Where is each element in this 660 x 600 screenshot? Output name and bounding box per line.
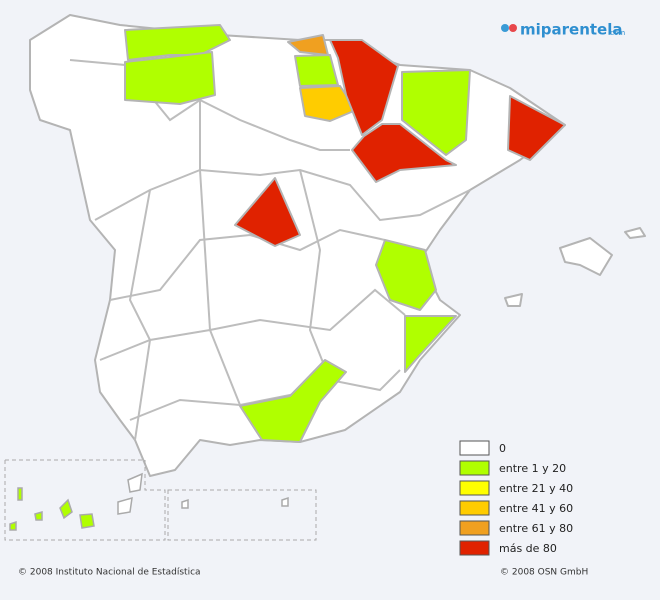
legend-label: entre 61 y 80: [499, 522, 573, 535]
province: [124, 51, 216, 105]
legend-label: entre 21 y 40: [499, 482, 573, 495]
province: [351, 123, 457, 183]
legend-label: entre 41 y 60: [499, 502, 573, 515]
province-border: [109, 228, 386, 301]
province-border: [128, 189, 152, 441]
legend: 0 entre 1 y 20 entre 21 y 40 entre 41 y 60 e…: [459, 440, 573, 556]
province: [404, 315, 457, 373]
copyright: © 2008 OSN GmbH: [500, 568, 588, 578]
island: [559, 237, 613, 276]
legend-swatch: [459, 480, 490, 496]
province: [507, 95, 566, 161]
legend-label: más de 80: [499, 542, 557, 555]
logo-text[interactable]: miparentela: [520, 21, 623, 39]
logo[interactable]: miparentela .com: [501, 21, 625, 39]
province-border: [299, 169, 331, 381]
logo-suffix[interactable]: .com: [608, 29, 625, 37]
inset-box: [167, 489, 317, 541]
province: [294, 54, 339, 87]
legend-swatch: [459, 540, 490, 556]
island: [624, 227, 646, 239]
province: [234, 177, 301, 247]
province-border: [199, 55, 241, 406]
province: [375, 239, 437, 311]
legend-label: entre 1 y 20: [499, 462, 566, 475]
province: [329, 39, 399, 136]
legend-swatch: [459, 500, 490, 516]
legend-swatch: [459, 460, 490, 476]
canary-islands: [9, 472, 289, 531]
province: [299, 85, 357, 122]
province: [401, 69, 471, 156]
inset-box: [4, 459, 166, 541]
copyright: © 2008 Instituto Nacional de Estadística: [18, 568, 201, 578]
island: [504, 293, 523, 307]
legend-swatch: [459, 520, 490, 536]
legend-swatch: [459, 440, 490, 456]
legend-label: 0: [499, 442, 506, 455]
province: [239, 359, 347, 443]
